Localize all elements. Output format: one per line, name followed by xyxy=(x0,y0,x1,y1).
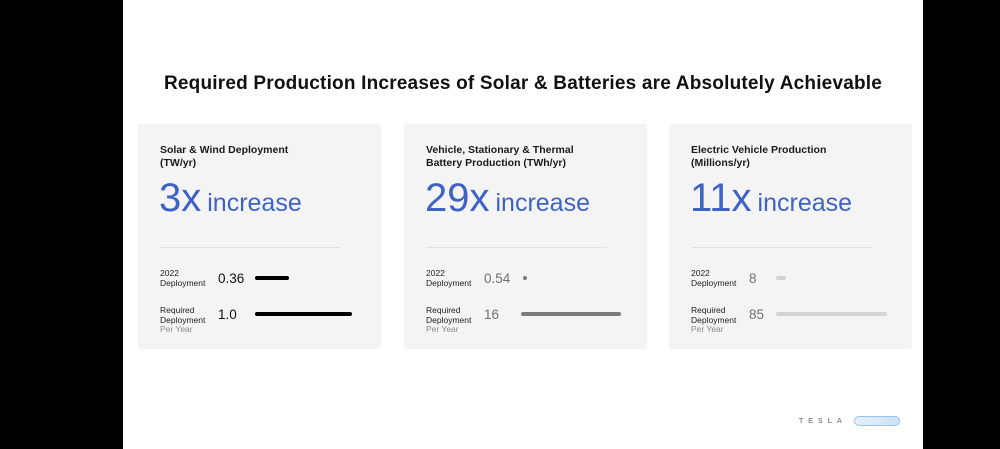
card-ev-production: Electric Vehicle Production (Millions/yr… xyxy=(669,124,912,349)
card-heading-line2: (TW/yr) xyxy=(160,157,197,169)
row-label-line2: Deployment xyxy=(160,314,206,325)
card-divider xyxy=(426,247,607,248)
row-required-value: 16 xyxy=(484,307,500,322)
row-label-line3: Per Year xyxy=(691,324,724,334)
card-heading-line1: Electric Vehicle Production xyxy=(691,144,827,156)
row-label-line2: Deployment xyxy=(426,277,472,288)
slide: Required Production Increases of Solar &… xyxy=(123,0,923,449)
increase-label: increase xyxy=(207,189,302,217)
row-required-label: Required Deployment Per Year xyxy=(691,305,737,335)
card-heading-line2: Battery Production (TWh/yr) xyxy=(426,157,567,169)
increase-label: increase xyxy=(495,189,591,217)
row-2022-value: 0.36 xyxy=(218,271,245,286)
row-label-line1: 2022 xyxy=(691,268,710,278)
tesla-live-badge-icon xyxy=(854,416,900,426)
bar-required xyxy=(521,312,621,316)
increase-stat: 11x increase xyxy=(690,176,852,229)
row-label-line2: Deployment xyxy=(691,277,737,288)
bar-required xyxy=(776,312,887,316)
increase-stat: 3x increase xyxy=(159,176,302,229)
multiplier-value: 3x xyxy=(159,176,202,220)
slide-title: Required Production Increases of Solar &… xyxy=(163,73,883,94)
row-required-value: 85 xyxy=(749,307,765,322)
row-required-label: Required Deployment Per Year xyxy=(160,305,206,335)
row-required-label: Required Deployment Per Year xyxy=(426,305,472,335)
row-label-line2: Deployment xyxy=(160,277,206,288)
row-2022-label: 2022 Deployment xyxy=(691,268,737,288)
row-2022-label: 2022 Deployment xyxy=(160,268,206,288)
row-label-line3: Per Year xyxy=(160,324,193,334)
row-label-line1: Required xyxy=(691,305,726,315)
card-heading-line1: Vehicle, Stationary & Thermal xyxy=(426,144,574,156)
row-label-line3: Per Year xyxy=(426,324,459,334)
card-heading: Electric Vehicle Production (Millions/yr… xyxy=(691,144,906,170)
card-divider xyxy=(160,247,341,248)
card-heading-line1: Solar & Wind Deployment xyxy=(160,144,289,156)
row-label-line2: Deployment xyxy=(691,314,737,325)
increase-stat: 29x increase xyxy=(425,176,590,229)
card-solar-wind: Solar & Wind Deployment (TW/yr) 3x increa… xyxy=(138,124,381,349)
row-label-line2: Deployment xyxy=(426,314,472,325)
bar-required xyxy=(255,312,352,316)
card-heading-line2: (Millions/yr) xyxy=(691,157,750,169)
row-label-line1: Required xyxy=(160,305,195,315)
row-label-line1: 2022 xyxy=(426,268,445,278)
row-label-line1: 2022 xyxy=(160,268,179,278)
multiplier-value: 29x xyxy=(425,176,490,220)
card-heading: Vehicle, Stationary & Thermal Battery Pr… xyxy=(426,144,641,170)
card-heading: Solar & Wind Deployment (TW/yr) xyxy=(160,144,375,170)
row-2022-value: 8 xyxy=(749,271,757,286)
bar-2022 xyxy=(523,276,527,280)
row-required-value: 1.0 xyxy=(218,307,237,322)
row-2022-label: 2022 Deployment xyxy=(426,268,472,288)
card-divider xyxy=(691,247,872,248)
tesla-logo: TESLA xyxy=(799,418,847,425)
increase-label: increase xyxy=(757,189,853,217)
card-battery-production: Vehicle, Stationary & Thermal Battery Pr… xyxy=(404,124,647,349)
bar-2022 xyxy=(255,276,289,280)
row-2022-value: 0.54 xyxy=(484,271,511,286)
bar-2022 xyxy=(776,276,786,280)
multiplier-value: 11x xyxy=(690,176,752,220)
row-label-line1: Required xyxy=(426,305,461,315)
